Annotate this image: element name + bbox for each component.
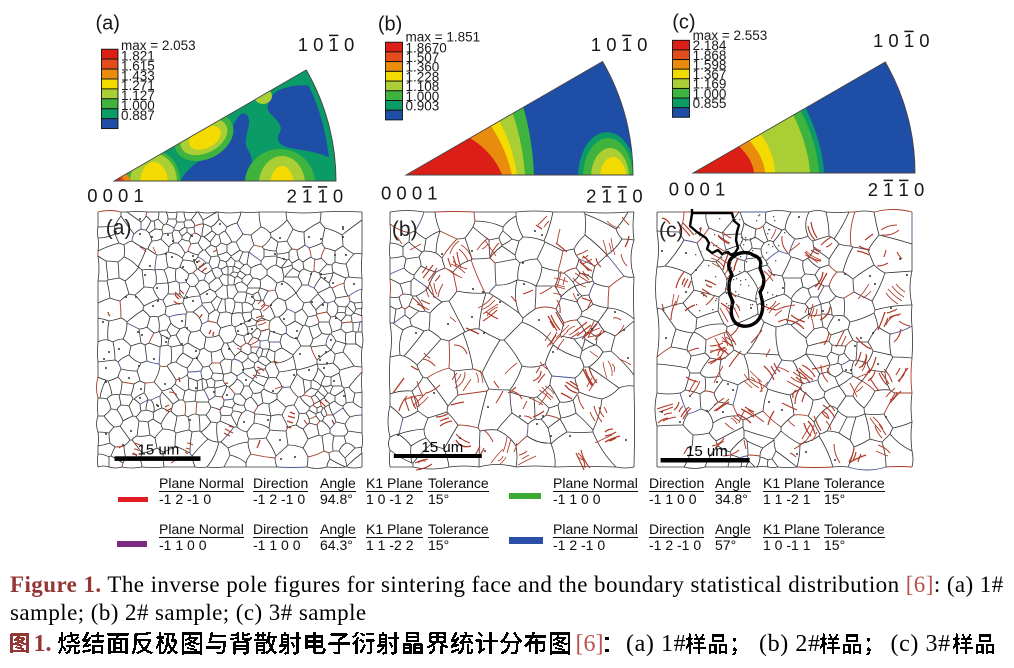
svg-text:(c): (c) bbox=[672, 12, 695, 34]
svg-text:2 1 1 0: 2 1 1 0 bbox=[287, 186, 344, 207]
svg-text:1.169: 1.169 bbox=[693, 77, 727, 92]
svg-text:1.000: 1.000 bbox=[121, 98, 155, 113]
svg-text:1.228: 1.228 bbox=[406, 70, 440, 85]
svg-text:1.127: 1.127 bbox=[121, 88, 155, 103]
svg-text:1.821: 1.821 bbox=[121, 48, 155, 63]
svg-text:0 0 0 1: 0 0 0 1 bbox=[87, 185, 144, 206]
svg-text:2 1 1 0: 2 1 1 0 bbox=[868, 179, 925, 200]
svg-text:0.855: 0.855 bbox=[693, 96, 727, 111]
svg-text:1.000: 1.000 bbox=[693, 86, 727, 101]
svg-text:(b): (b) bbox=[378, 13, 402, 35]
svg-text:0 0 0 1: 0 0 0 1 bbox=[669, 179, 726, 200]
svg-text:max = 2.053: max = 2.053 bbox=[121, 38, 196, 53]
svg-text:(a): (a) bbox=[96, 13, 120, 35]
svg-text:max = 1.851: max = 1.851 bbox=[406, 30, 481, 45]
svg-text:1.868: 1.868 bbox=[693, 48, 727, 63]
svg-text:15 um: 15 um bbox=[422, 439, 464, 456]
svg-text:0.887: 0.887 bbox=[121, 108, 155, 123]
svg-text:1.507: 1.507 bbox=[406, 50, 440, 65]
svg-text:(a): (a) bbox=[106, 217, 132, 240]
svg-text:2.184: 2.184 bbox=[693, 38, 727, 53]
svg-text:max = 2.553: max = 2.553 bbox=[693, 28, 768, 43]
svg-text:1 0 1 0: 1 0 1 0 bbox=[873, 30, 930, 51]
svg-text:2 1 1 0: 2 1 1 0 bbox=[586, 186, 643, 207]
svg-text:1.271: 1.271 bbox=[121, 78, 155, 93]
svg-text:1.108: 1.108 bbox=[406, 79, 440, 94]
svg-text:1.8670: 1.8670 bbox=[406, 40, 447, 55]
svg-text:15 um: 15 um bbox=[686, 443, 728, 460]
svg-text:15 um: 15 um bbox=[138, 442, 180, 459]
svg-text:1.433: 1.433 bbox=[121, 68, 155, 83]
svg-text:0 0 0 1: 0 0 0 1 bbox=[381, 183, 438, 204]
svg-text:1.000: 1.000 bbox=[406, 89, 440, 104]
svg-text:1 0 1 0: 1 0 1 0 bbox=[298, 34, 355, 55]
svg-text:1.598: 1.598 bbox=[693, 58, 727, 73]
svg-text:0.903: 0.903 bbox=[406, 99, 440, 114]
svg-text:(b): (b) bbox=[392, 218, 418, 241]
svg-text:1.360: 1.360 bbox=[406, 60, 440, 75]
svg-text:1.615: 1.615 bbox=[121, 58, 155, 73]
svg-text:(c): (c) bbox=[659, 219, 684, 242]
svg-text:1 0 1 0: 1 0 1 0 bbox=[591, 34, 648, 55]
svg-text:1.367: 1.367 bbox=[693, 67, 727, 82]
